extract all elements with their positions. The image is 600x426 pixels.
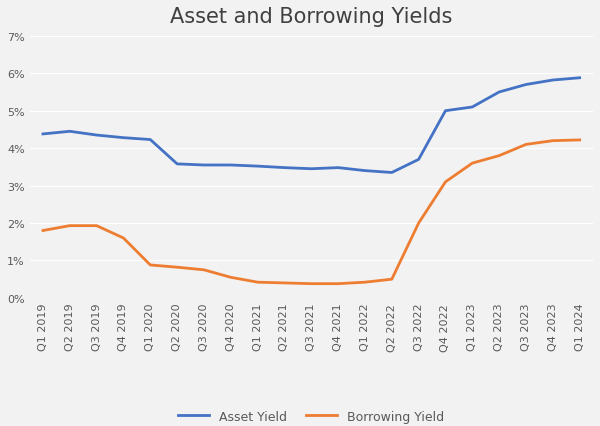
Borrowing Yield — [335, 282, 342, 287]
Asset Yield — [40, 132, 47, 137]
Borrowing Yield — [120, 236, 127, 241]
Borrowing Yield — [549, 139, 556, 144]
Asset Yield — [147, 138, 154, 143]
Asset Yield — [120, 136, 127, 141]
Borrowing Yield — [469, 161, 476, 166]
Asset Yield — [66, 130, 73, 135]
Asset Yield — [415, 158, 422, 163]
Asset Yield — [93, 133, 100, 138]
Asset Yield — [254, 164, 261, 169]
Asset Yield — [308, 167, 315, 172]
Asset Yield — [549, 78, 556, 83]
Borrowing Yield — [361, 280, 368, 285]
Borrowing Yield — [388, 277, 395, 282]
Asset Yield — [469, 105, 476, 110]
Title: Asset and Borrowing Yields: Asset and Borrowing Yields — [170, 7, 452, 27]
Asset Yield — [227, 163, 235, 168]
Asset Yield — [281, 166, 288, 171]
Borrowing Yield — [442, 180, 449, 185]
Borrowing Yield — [200, 268, 208, 273]
Asset Yield — [361, 169, 368, 174]
Borrowing Yield — [281, 281, 288, 286]
Borrowing Yield — [227, 275, 235, 280]
Borrowing Yield — [496, 154, 503, 159]
Asset Yield — [523, 83, 530, 88]
Asset Yield — [442, 109, 449, 114]
Borrowing Yield — [415, 221, 422, 226]
Borrowing Yield — [308, 282, 315, 287]
Legend: Asset Yield, Borrowing Yield: Asset Yield, Borrowing Yield — [173, 405, 449, 426]
Borrowing Yield — [523, 143, 530, 148]
Borrowing Yield — [576, 138, 583, 143]
Borrowing Yield — [173, 265, 181, 270]
Asset Yield — [335, 166, 342, 171]
Asset Yield — [388, 170, 395, 176]
Borrowing Yield — [40, 228, 47, 233]
Asset Yield — [496, 90, 503, 95]
Borrowing Yield — [66, 224, 73, 229]
Borrowing Yield — [93, 224, 100, 229]
Line: Borrowing Yield: Borrowing Yield — [43, 141, 580, 284]
Borrowing Yield — [254, 280, 261, 285]
Asset Yield — [576, 76, 583, 81]
Borrowing Yield — [147, 263, 154, 268]
Asset Yield — [173, 162, 181, 167]
Line: Asset Yield: Asset Yield — [43, 78, 580, 173]
Asset Yield — [200, 163, 208, 168]
